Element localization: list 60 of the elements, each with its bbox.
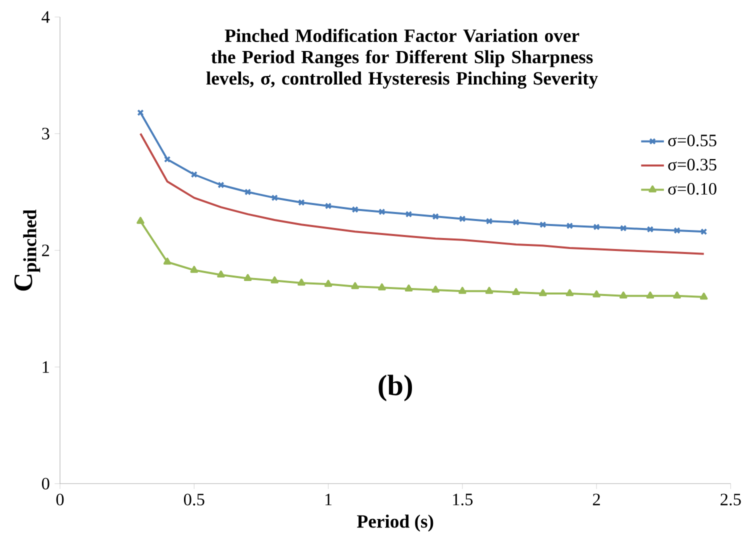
y-tick-label: 0 [42, 478, 50, 490]
point [432, 286, 440, 293]
point [538, 289, 547, 296]
point [512, 288, 520, 295]
text: Pinched Modification Factor Variation over the Period Ranges for Different Slip Sharpness levels, σ, controlled Hysteresis Pinching Severity [206, 28, 598, 89]
point [485, 286, 494, 294]
point [566, 222, 574, 230]
y-axis-title: C$_{pinched}$ [14, 210, 40, 291]
point [486, 218, 493, 225]
point [218, 182, 224, 188]
point [673, 292, 681, 298]
point [405, 210, 412, 218]
point [136, 216, 144, 224]
legend-label: σ=0.10 [668, 182, 716, 195]
point [619, 292, 628, 298]
point [458, 286, 466, 294]
point [700, 292, 708, 300]
point [646, 292, 654, 298]
point [164, 156, 171, 163]
annotation: (b) [378, 374, 412, 402]
y-tick-label: 1 [42, 361, 49, 373]
point [566, 289, 574, 296]
point [351, 282, 359, 290]
point [244, 274, 252, 281]
y-tick-label: 3 [42, 128, 50, 140]
x-tick-label: 0 [56, 494, 64, 506]
legend-label: σ=0.55 [668, 134, 716, 146]
point [244, 188, 252, 196]
point [646, 226, 654, 233]
y-tick-label: 2 [42, 244, 50, 256]
point [163, 258, 172, 265]
x-tick-label: 1 [325, 494, 332, 506]
point [593, 224, 600, 230]
point [432, 213, 439, 220]
y-tick-label: 4 [42, 11, 50, 23]
point [324, 202, 332, 210]
point [217, 270, 225, 278]
point [540, 221, 546, 228]
point [459, 215, 466, 222]
point [298, 199, 305, 206]
point [404, 284, 413, 292]
x-tick-label: 0.5 [184, 494, 204, 506]
point [298, 278, 306, 286]
x-axis-title: Period (s) [357, 514, 434, 532]
point [378, 208, 386, 216]
point [190, 266, 198, 273]
point [324, 280, 332, 287]
x-tick-label: 1.5 [453, 494, 473, 506]
point [270, 276, 278, 284]
point [512, 218, 520, 226]
point [352, 206, 358, 213]
legend-label: σ=0.35 [668, 158, 716, 171]
x-tick-label: 2.5 [720, 494, 741, 506]
x-tick-label: 2 [592, 494, 600, 506]
point [592, 290, 600, 298]
point [674, 227, 680, 234]
point [620, 224, 627, 232]
point [190, 171, 198, 178]
point [378, 283, 386, 290]
point [271, 194, 278, 202]
